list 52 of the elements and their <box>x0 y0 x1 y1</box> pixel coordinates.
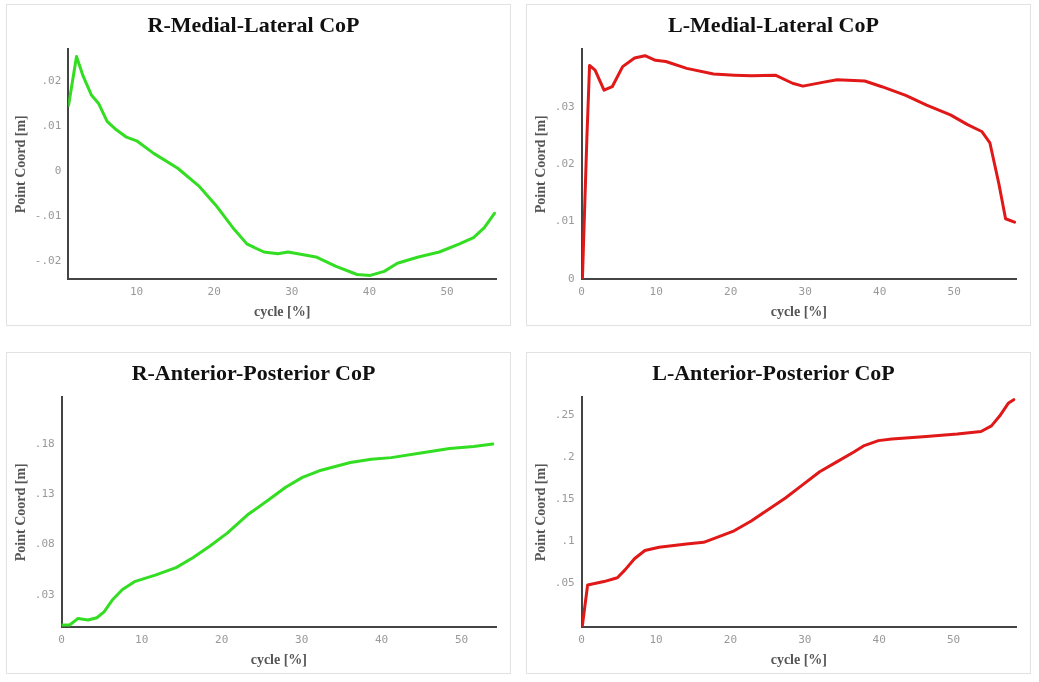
y-axis-title: Point Coord [m] <box>533 463 549 562</box>
x-tick-label: 30 <box>798 633 812 647</box>
x-tick-label: 40 <box>872 633 886 647</box>
x-tick-label: 10 <box>649 285 663 299</box>
y-tick-label: .25 <box>554 407 575 421</box>
x-tick-label: 50 <box>454 633 469 647</box>
x-axis-title: cycle [%] <box>770 304 828 320</box>
x-tick-label: 0 <box>578 285 585 299</box>
y-tick-label: .02 <box>41 73 62 87</box>
y-tick-label: .08 <box>34 537 55 551</box>
x-tick-label: 30 <box>798 285 812 299</box>
x-tick-label: 40 <box>362 285 377 299</box>
y-axis-title: Point Coord [m] <box>13 115 29 214</box>
y-tick-label: .03 <box>554 99 575 113</box>
x-tick-label: 30 <box>285 285 299 299</box>
x-tick-label: 20 <box>723 633 738 647</box>
y-tick-label: -.02 <box>34 253 62 267</box>
x-tick-label: 50 <box>440 285 454 299</box>
x-tick-label: 10 <box>135 633 149 647</box>
x-tick-label: 10 <box>649 633 663 647</box>
x-tick-label: 20 <box>724 285 738 299</box>
y-tick-label: .1 <box>561 534 575 548</box>
y-tick-label: .05 <box>554 576 575 590</box>
x-tick-label: 30 <box>295 633 309 647</box>
y-tick-label: 0 <box>568 271 575 285</box>
x-tick-label: 40 <box>873 285 887 299</box>
x-tick-label: 40 <box>374 633 389 647</box>
y-axis-title: Point Coord [m] <box>533 115 549 214</box>
x-axis-title: cycle [%] <box>770 652 828 668</box>
y-tick-label: -.01 <box>34 208 62 222</box>
x-tick-label: 20 <box>215 633 229 647</box>
y-tick-label: .01 <box>554 214 575 228</box>
y-tick-label: .13 <box>34 486 55 500</box>
chart-title: L-Anterior-Posterior CoP <box>652 359 895 385</box>
y-tick-label: .01 <box>41 118 62 132</box>
x-tick-label: 0 <box>578 633 585 647</box>
y-tick-label: .2 <box>561 449 575 463</box>
x-axis-title: cycle [%] <box>253 304 311 320</box>
x-tick-label: 10 <box>129 285 144 299</box>
chart-title: L-Medial-Lateral CoP <box>668 11 879 37</box>
chart-title: R-Anterior-Posterior CoP <box>131 359 376 385</box>
chart-title: R-Medial-Lateral CoP <box>147 11 360 37</box>
y-tick-label: .18 <box>34 436 55 450</box>
y-tick-label: .03 <box>34 587 55 601</box>
y-tick-label: .02 <box>554 157 575 171</box>
y-tick-label: .15 <box>554 492 575 506</box>
x-tick-label: 50 <box>946 633 961 647</box>
y-tick-label: 0 <box>54 163 62 177</box>
x-tick-label: 20 <box>207 285 221 299</box>
x-tick-label: 50 <box>947 285 961 299</box>
x-axis-title: cycle [%] <box>250 652 308 668</box>
y-axis-title: Point Coord [m] <box>13 463 29 562</box>
